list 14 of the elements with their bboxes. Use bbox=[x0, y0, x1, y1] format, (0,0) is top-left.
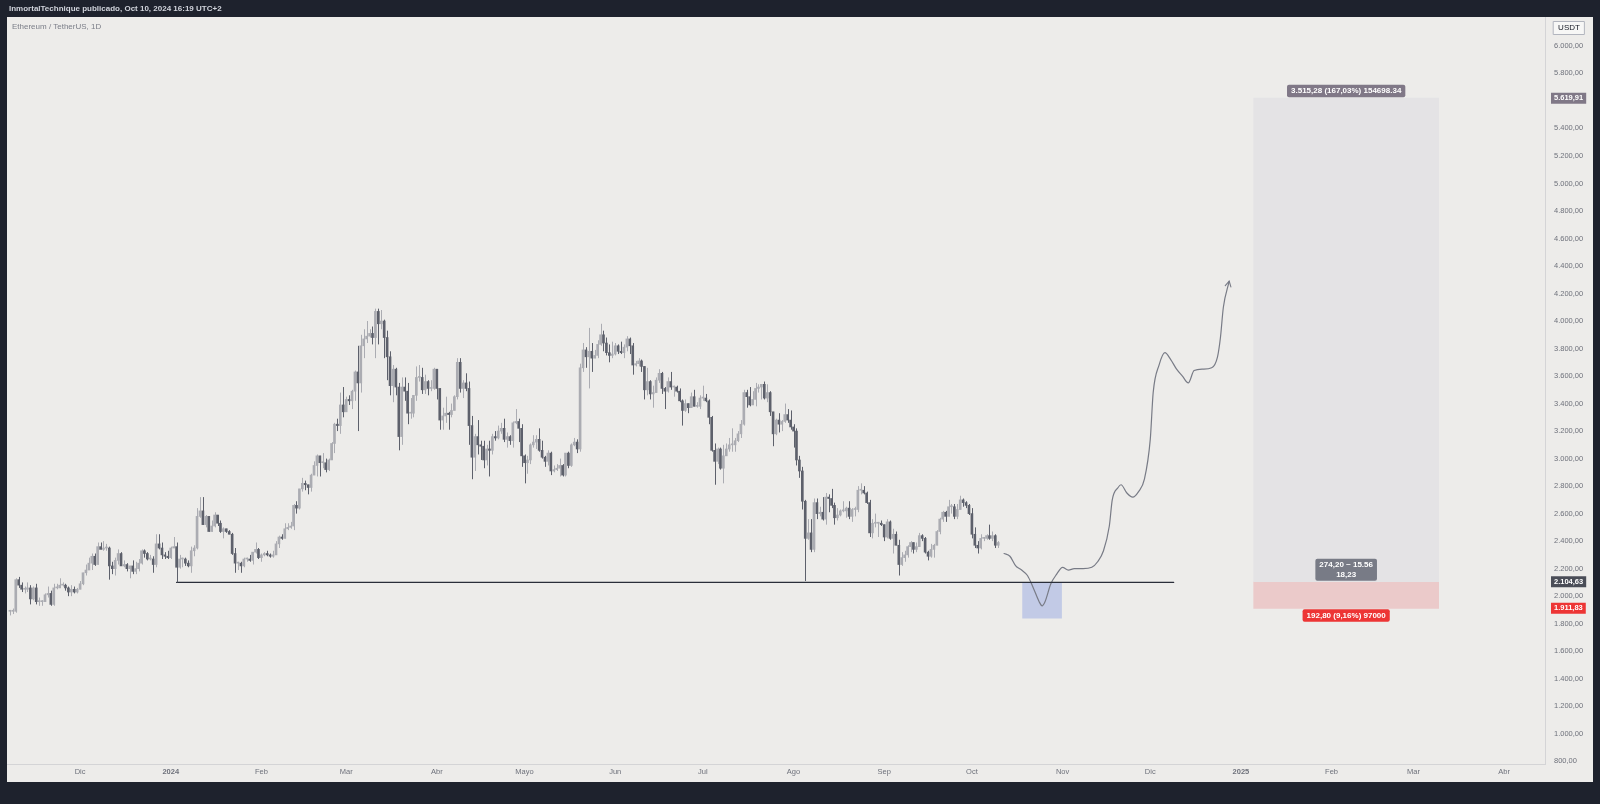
data-label: 192,80 (9,16%) 97000 bbox=[1306, 610, 1387, 620]
candlestick bbox=[482, 440, 485, 469]
candlestick bbox=[491, 433, 494, 455]
candlestick bbox=[488, 440, 491, 477]
candlestick bbox=[377, 308, 380, 345]
text: InmortalTechnique publicado, Oct 10, 2024 16:19 UTC+2 bbox=[9, 3, 223, 13]
candlestick bbox=[420, 367, 424, 395]
data-label: 3.515,28 (167,03%) 154698.34 bbox=[1291, 86, 1402, 96]
annotation: 274,20 ~ 15.56 18,23 bbox=[1319, 560, 1374, 579]
candlestick bbox=[646, 367, 649, 396]
bar bbox=[1022, 582, 1062, 619]
bar bbox=[1253, 581, 1439, 609]
text: Ethereum / TetherUS, 1D bbox=[12, 22, 102, 32]
y-axis-title: USDT bbox=[1558, 23, 1580, 33]
